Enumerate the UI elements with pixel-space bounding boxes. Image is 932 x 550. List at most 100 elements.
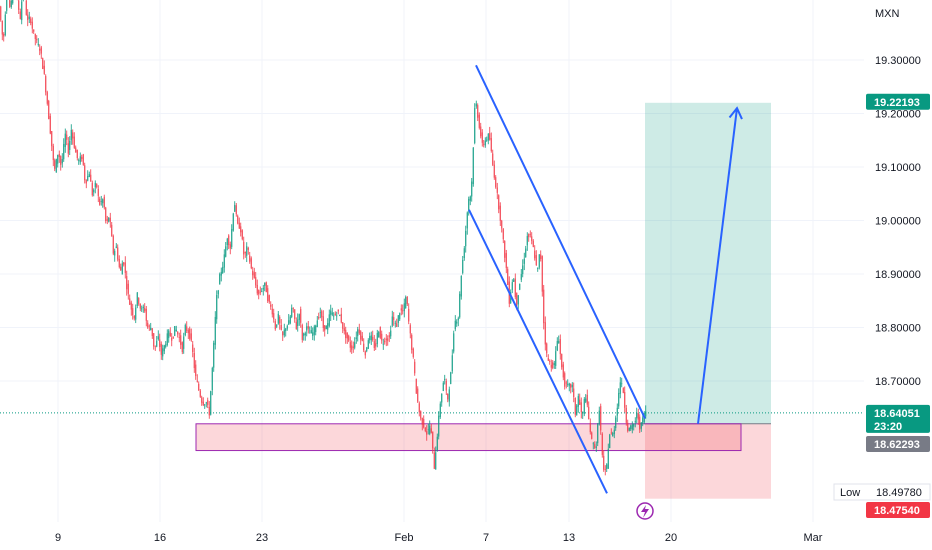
candle-body (454, 320, 456, 330)
candle-body (543, 289, 545, 324)
candle-body (231, 229, 233, 247)
candle-body (442, 382, 444, 392)
candle-body (277, 313, 279, 324)
candle-body (166, 333, 168, 345)
candle-body (385, 338, 387, 341)
candle-body (244, 252, 246, 254)
candle-body (367, 340, 369, 349)
candle-body (423, 419, 425, 428)
candle-body (552, 362, 554, 368)
candle-body (436, 436, 438, 451)
candle-body (79, 156, 81, 163)
candle-body (330, 310, 332, 315)
candle-body (144, 308, 146, 312)
candle-body (297, 319, 299, 326)
candle-body (562, 364, 564, 378)
candle-body (489, 133, 491, 140)
candle-body (292, 307, 294, 309)
candle-body (99, 198, 101, 205)
candle-body (612, 433, 614, 437)
candle-body (25, 0, 27, 15)
candle-body (334, 313, 336, 316)
candle-body (481, 132, 483, 143)
candle-body (357, 329, 359, 337)
stop-zone (645, 423, 771, 499)
candle-body (355, 337, 357, 339)
candle-body (55, 159, 57, 173)
candle-body (349, 342, 351, 348)
candle-body (559, 339, 561, 355)
candle-body (102, 199, 104, 204)
candle-body (211, 367, 213, 391)
candle-body (645, 411, 647, 417)
candle-body (31, 21, 33, 29)
candle-body (82, 154, 84, 165)
candle-body (568, 383, 570, 386)
candle-body (561, 353, 563, 368)
candle-body (541, 256, 543, 292)
candle-body (465, 230, 467, 247)
candle-body (258, 290, 260, 295)
candle-body (589, 422, 591, 433)
candle-body (178, 337, 180, 339)
candle-body (495, 177, 497, 188)
x-tick-label: Feb (395, 532, 414, 544)
candle-body (364, 351, 366, 356)
candle-body (420, 411, 422, 419)
candle-body (280, 324, 282, 330)
candle-body (142, 306, 144, 309)
candle-body (387, 338, 389, 341)
candle-body (213, 342, 215, 368)
candle-body (438, 415, 440, 437)
candle-body (316, 320, 318, 328)
candle-body (45, 76, 47, 93)
candle-body (514, 278, 516, 298)
candle-body (546, 343, 548, 354)
candle-body (375, 343, 377, 347)
candle-body (466, 212, 468, 229)
candle-body (67, 143, 69, 154)
projection-arrow (697, 108, 738, 424)
candle-body (327, 323, 329, 330)
candle-body (106, 219, 108, 221)
candle-body (226, 238, 228, 246)
candle-body (228, 235, 230, 246)
candle-body (366, 347, 368, 352)
candle-body (399, 313, 401, 320)
candle-body (114, 250, 116, 256)
candle-body (247, 247, 249, 250)
entry-price-tag-bg (866, 436, 930, 452)
candle-body (150, 327, 152, 331)
candle-body (195, 364, 197, 377)
candle-body (595, 446, 597, 448)
candle-body (631, 424, 633, 430)
candle-body (418, 403, 420, 413)
candle-body (132, 308, 134, 316)
candle-body (544, 322, 546, 345)
candle-body (328, 314, 330, 326)
candle-body (471, 181, 473, 197)
candle-body (169, 332, 171, 337)
candle-body (199, 390, 201, 397)
candle-body (378, 332, 380, 338)
candle-body (309, 332, 311, 334)
candle-body (112, 236, 114, 254)
candle-body (235, 205, 237, 215)
candle-body (289, 316, 291, 324)
candle-body (54, 160, 56, 169)
candle-body (118, 258, 120, 268)
candle-body (249, 255, 251, 262)
candle-body (208, 406, 210, 416)
low-label: Low (840, 487, 860, 499)
candle-body (103, 196, 105, 208)
candle-body (393, 317, 395, 320)
candle-body (51, 131, 53, 147)
candle-body (573, 388, 575, 397)
candle-body (268, 295, 270, 302)
candle-body (414, 361, 416, 374)
candle-body (81, 156, 83, 160)
candle-body (264, 282, 266, 286)
candle-body (615, 417, 617, 429)
drawings[interactable] (468, 64, 743, 494)
